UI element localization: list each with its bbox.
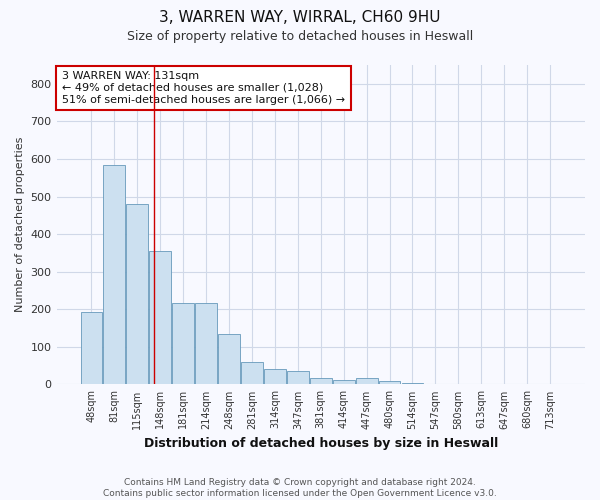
Bar — [195, 302, 217, 384]
Y-axis label: Number of detached properties: Number of detached properties — [15, 137, 25, 312]
Bar — [264, 368, 286, 384]
Bar — [127, 204, 148, 384]
Bar — [149, 251, 171, 384]
Bar — [80, 312, 103, 384]
Text: 3 WARREN WAY: 131sqm
← 49% of detached houses are smaller (1,028)
51% of semi-de: 3 WARREN WAY: 131sqm ← 49% of detached h… — [62, 72, 345, 104]
Bar — [172, 302, 194, 384]
Bar — [287, 370, 309, 384]
Bar — [333, 380, 355, 384]
Bar — [356, 378, 377, 384]
Text: 3, WARREN WAY, WIRRAL, CH60 9HU: 3, WARREN WAY, WIRRAL, CH60 9HU — [159, 10, 441, 25]
X-axis label: Distribution of detached houses by size in Heswall: Distribution of detached houses by size … — [143, 437, 498, 450]
Text: Contains HM Land Registry data © Crown copyright and database right 2024.
Contai: Contains HM Land Registry data © Crown c… — [103, 478, 497, 498]
Bar — [310, 378, 332, 384]
Bar — [103, 164, 125, 384]
Bar — [241, 362, 263, 384]
Text: Size of property relative to detached houses in Heswall: Size of property relative to detached ho… — [127, 30, 473, 43]
Bar — [218, 334, 240, 384]
Bar — [379, 382, 400, 384]
